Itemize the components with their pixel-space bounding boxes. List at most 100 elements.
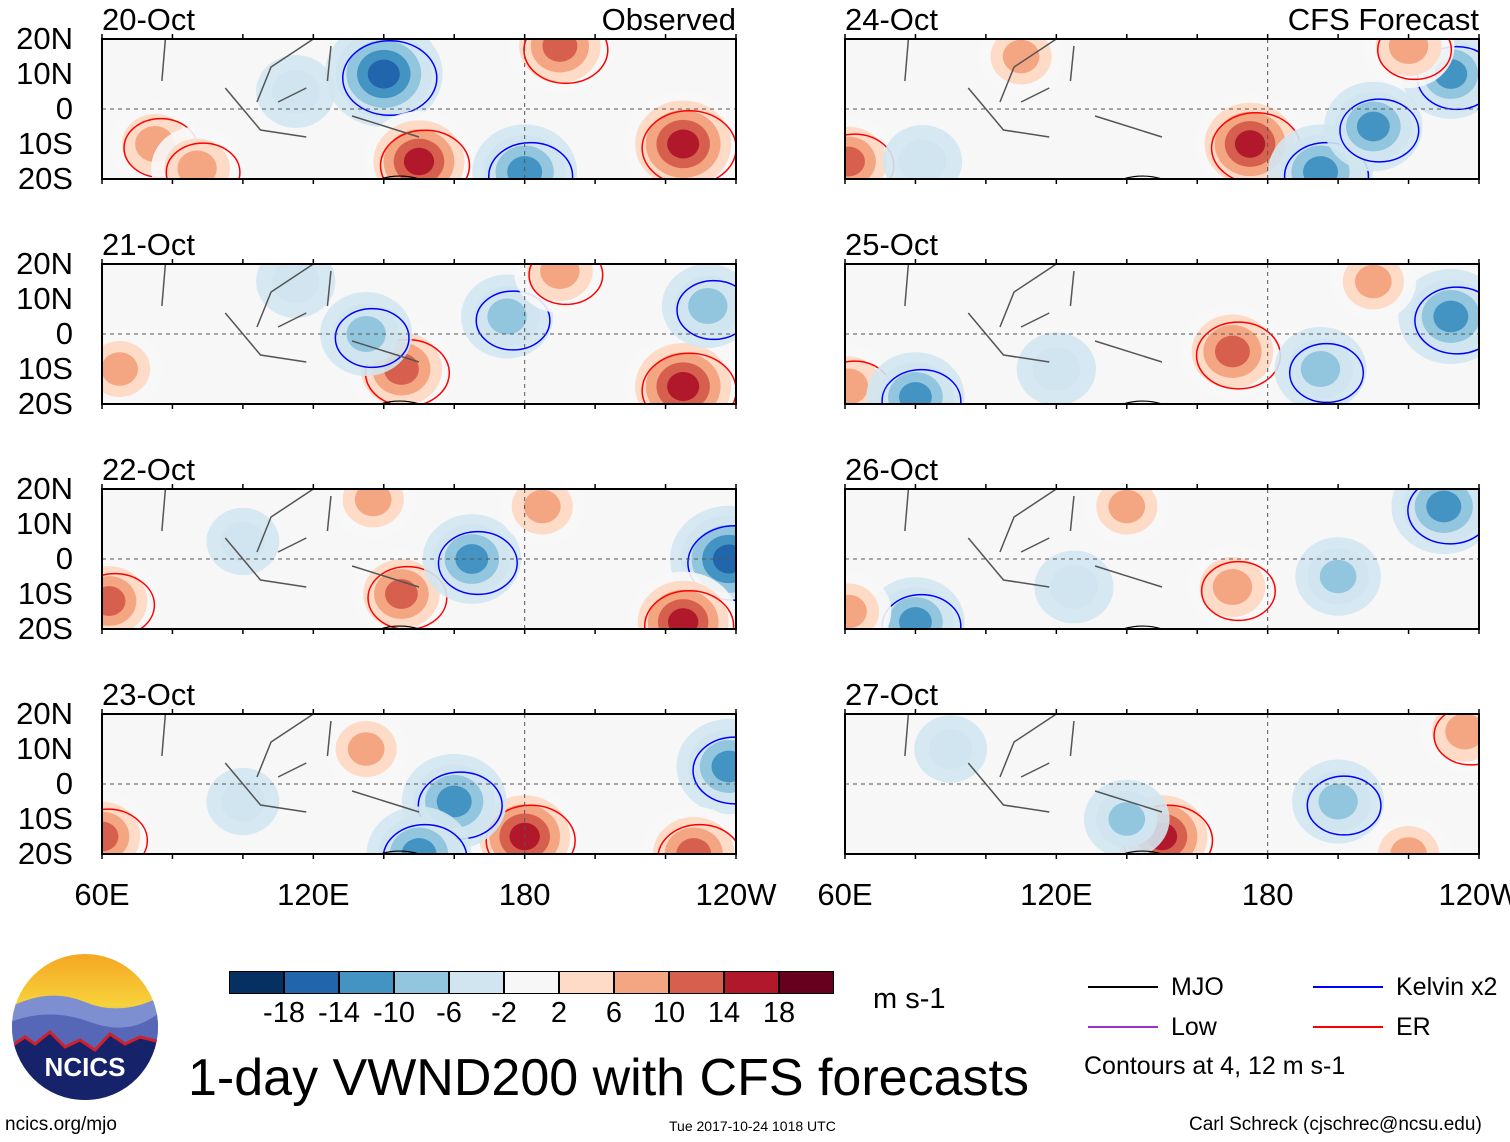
column-label: Observed — [601, 2, 736, 37]
panel-frame — [844, 488, 1480, 630]
anomaly-contour — [1426, 490, 1462, 523]
colorbar-tick-label: -14 — [318, 997, 360, 1029]
anomaly-contour — [899, 607, 932, 629]
legend-label: Low — [1171, 1013, 1217, 1041]
colorbar-swatch — [504, 971, 559, 994]
lat-tick-label: 10N — [16, 56, 73, 91]
anomaly-contour — [899, 382, 932, 404]
svg-text:NCICS: NCICS — [45, 1052, 126, 1082]
anomaly-contour — [676, 838, 712, 854]
coastline — [904, 264, 1163, 363]
anomaly-contour — [845, 146, 865, 177]
lat-tick-label: 10N — [16, 506, 73, 541]
anomaly-contour — [384, 579, 418, 609]
anomaly-contour — [1303, 156, 1338, 179]
er-contour — [1433, 714, 1479, 766]
anomaly-contour — [1212, 569, 1253, 605]
lat-tick-label: 10S — [17, 351, 73, 386]
anomaly-contour — [102, 586, 126, 616]
colorbar-swatch — [229, 971, 284, 994]
anomaly-contour — [354, 489, 392, 517]
lon-tick-label: 180 — [498, 877, 551, 912]
map-panel — [101, 709, 737, 859]
kelvin-contour — [1414, 286, 1479, 355]
anomaly-contour — [898, 139, 947, 179]
colorbar-tick-label: -2 — [491, 997, 517, 1029]
legend-line-er — [1313, 1026, 1383, 1028]
colorbar-tick-label: 6 — [605, 997, 623, 1029]
colorbar-swatch — [724, 971, 779, 994]
kelvin-contour — [437, 530, 518, 596]
er-contour — [641, 352, 736, 404]
anomaly-contour — [177, 150, 217, 179]
anomaly-contour — [487, 298, 527, 335]
coastline — [161, 39, 420, 138]
anomaly-contour — [1356, 111, 1390, 142]
anomaly-field — [102, 39, 736, 179]
anomaly-contour — [1108, 489, 1146, 524]
colorbar-tick-label: -10 — [373, 997, 415, 1029]
panel-date: 23-Oct — [102, 677, 196, 712]
lat-tick-label: 0 — [55, 541, 73, 576]
kelvin-contour — [475, 290, 551, 351]
site-link[interactable]: ncics.org/mjo — [5, 1114, 117, 1135]
anomaly-field — [845, 489, 1479, 629]
anomaly-contour — [271, 69, 320, 114]
panel-frame — [101, 263, 737, 405]
lon-tick-label: 60E — [74, 877, 130, 912]
anomaly-contour — [1050, 565, 1098, 609]
panel-date: 22-Oct — [102, 452, 196, 487]
colorbar-swatch — [284, 971, 339, 994]
lat-tick-label: 0 — [55, 91, 73, 126]
coastline — [904, 489, 1163, 588]
anomaly-field — [845, 39, 1479, 179]
lat-tick-label: 20N — [16, 246, 73, 281]
kelvin-contour — [1288, 342, 1365, 404]
lon-tick-label: 180 — [1241, 877, 1294, 912]
panel-frame — [101, 713, 737, 855]
anomaly-contour — [1002, 39, 1040, 74]
lat-tick-label: 20S — [17, 161, 73, 196]
anomaly-contour — [1445, 714, 1479, 750]
colorbar-tick-label: -6 — [436, 997, 462, 1029]
credit: Carl Schreck (cjschrec@ncsu.edu) — [1189, 1114, 1482, 1135]
lon-tick-label: 120W — [695, 877, 777, 912]
lat-tick-label: 20N — [16, 696, 73, 731]
legend-label: Kelvin x2 — [1396, 973, 1498, 1001]
legend-line-kelvin-x2 — [1313, 986, 1383, 988]
map-panel — [844, 709, 1480, 859]
anomaly-field — [102, 489, 736, 629]
colorbar-swatch — [394, 971, 449, 994]
kelvin-contour — [881, 368, 962, 404]
anomaly-contour — [845, 594, 867, 629]
anomaly-contour — [1319, 559, 1357, 594]
map-panel — [844, 34, 1480, 184]
er-contour — [485, 804, 576, 854]
column-label: CFS Forecast — [1287, 2, 1479, 37]
map-panel — [844, 259, 1480, 409]
map-panel — [844, 484, 1480, 634]
panel-frame — [844, 713, 1480, 855]
anomaly-contour — [1300, 351, 1341, 387]
er-contour — [367, 565, 448, 629]
kelvin-contour — [676, 279, 736, 341]
colorbar-swatch — [779, 971, 834, 994]
lat-tick-label: 10S — [17, 576, 73, 611]
anomaly-contour — [1433, 300, 1469, 333]
panel-date: 24-Oct — [845, 2, 939, 37]
anomaly-contour — [845, 368, 869, 404]
anomaly-field — [845, 714, 1479, 854]
coastline — [161, 714, 420, 813]
anomaly-contour — [1318, 783, 1358, 820]
lon-tick-label: 120W — [1438, 877, 1510, 912]
anomaly-contour — [668, 608, 699, 629]
er-contour — [1200, 560, 1276, 622]
kelvin-contour — [488, 141, 574, 179]
anomaly-contour — [928, 728, 973, 770]
kelvin-contour — [1339, 98, 1420, 163]
lat-tick-label: 20N — [16, 21, 73, 56]
lat-tick-label: 20N — [16, 471, 73, 506]
anomaly-contour — [436, 785, 472, 818]
anomaly-field — [102, 714, 736, 854]
anomaly-contour — [221, 521, 265, 562]
